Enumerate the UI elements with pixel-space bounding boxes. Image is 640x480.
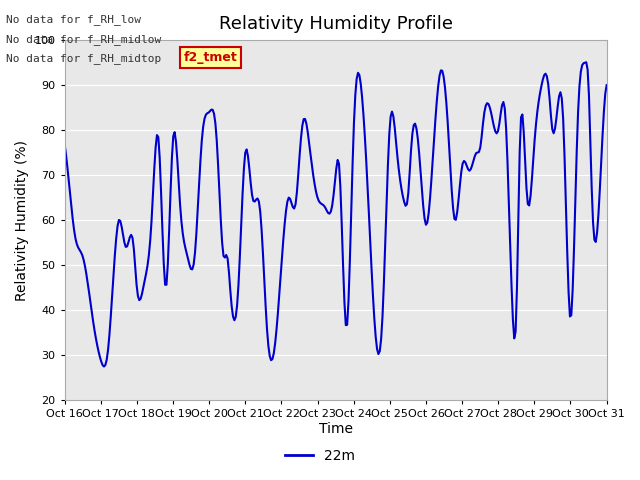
Title: Relativity Humidity Profile: Relativity Humidity Profile — [219, 15, 452, 33]
Text: No data for f_RH_midlow: No data for f_RH_midlow — [6, 34, 162, 45]
Text: No data for f_RH_midtop: No data for f_RH_midtop — [6, 53, 162, 64]
Text: f2_tmet: f2_tmet — [184, 51, 237, 64]
Y-axis label: Relativity Humidity (%): Relativity Humidity (%) — [15, 140, 29, 301]
X-axis label: Time: Time — [319, 422, 353, 436]
Legend: 22m: 22m — [280, 443, 360, 468]
Text: No data for f_RH_low: No data for f_RH_low — [6, 14, 141, 25]
